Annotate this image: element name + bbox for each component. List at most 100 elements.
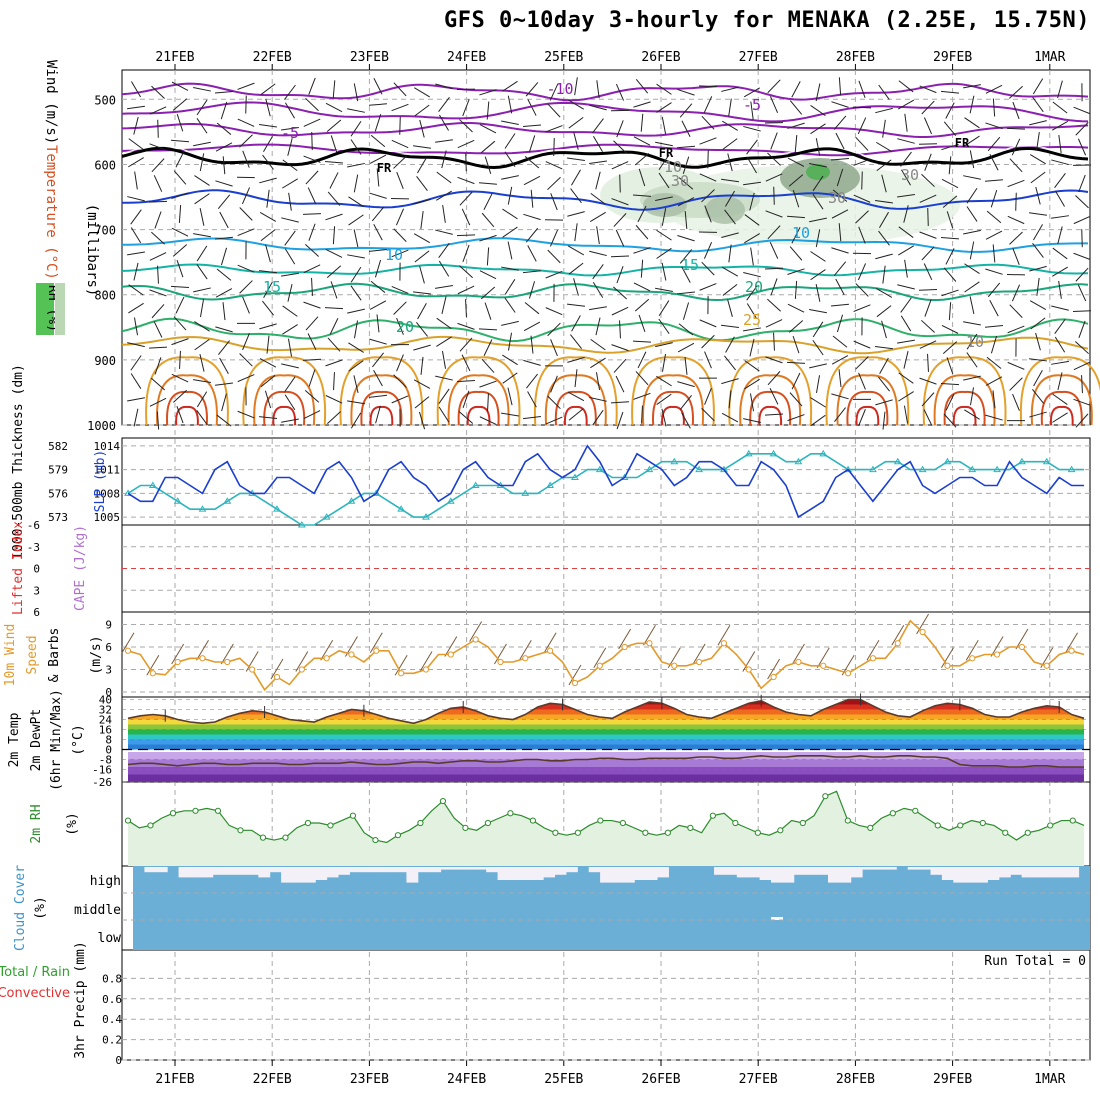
wind-barb — [457, 285, 475, 295]
wind-barb — [633, 247, 651, 254]
isotherm-label: 30 — [828, 189, 846, 207]
date-label-top: 25FEB — [544, 50, 583, 65]
wind-barb — [918, 289, 938, 291]
wind-barb — [721, 86, 739, 92]
wind-barb — [990, 189, 998, 208]
wind-barb — [992, 98, 996, 117]
wind-barb — [788, 320, 804, 333]
wind-barb — [830, 303, 850, 307]
wind-barb — [679, 249, 693, 264]
wind-barb — [611, 344, 629, 352]
wind-barb — [592, 264, 604, 280]
wind-barb — [127, 105, 145, 110]
cloud-high-cell — [941, 867, 954, 880]
wind-barb — [1075, 121, 1089, 136]
wind-barb — [858, 80, 866, 98]
wind-barb — [830, 158, 850, 161]
wind-barb — [502, 354, 518, 366]
wind-barb — [176, 114, 184, 132]
wind-barb — [523, 359, 541, 366]
wind-barb — [303, 410, 321, 420]
wind-barb — [897, 193, 915, 198]
wind-barb — [413, 198, 431, 205]
wind-speed-series-point — [919, 628, 926, 636]
cloud-high-cell — [816, 867, 829, 875]
rh-point — [777, 827, 784, 834]
wind-barb — [721, 178, 739, 183]
wind-barb — [439, 114, 449, 131]
wind-barb — [436, 171, 452, 184]
temp-band — [128, 734, 1084, 740]
wind-barb — [836, 314, 844, 333]
wind-barb — [399, 116, 401, 135]
wind-speed-series-point — [894, 640, 901, 647]
wind-barb — [682, 156, 690, 174]
wind-barb — [901, 169, 911, 186]
thickness-series-point — [943, 457, 952, 465]
wind-barb — [284, 230, 296, 246]
rh-point — [1024, 829, 1031, 836]
wind-barb — [963, 175, 981, 180]
wind-barb — [414, 396, 430, 409]
cloud-high-cell — [189, 867, 202, 878]
wind-barb — [501, 412, 519, 417]
isotherm-line — [121, 335, 1089, 355]
cloud-high-cell — [850, 867, 863, 878]
wind-speed-series-point — [273, 673, 281, 681]
wind-barb — [966, 187, 978, 204]
wind-barb — [479, 416, 497, 425]
wind-barb — [681, 412, 691, 429]
surface-wind-barb — [295, 651, 309, 672]
cloud-high-cell — [565, 867, 578, 873]
cloud-high-cell — [976, 867, 988, 883]
date-label-bottom: 28FEB — [836, 1072, 875, 1087]
upper-ytick: 500 — [94, 93, 116, 107]
wind-barb — [194, 321, 210, 332]
wind-barb — [193, 233, 211, 238]
rh-point — [529, 817, 536, 824]
wind-barb — [391, 395, 409, 404]
surface-wind-barb — [717, 624, 731, 646]
wind-barb — [545, 161, 563, 170]
wind-barb — [1058, 280, 1062, 299]
rh-point — [822, 793, 829, 800]
wind-barb — [722, 138, 738, 150]
wind-barb — [480, 286, 496, 300]
cloud-high-cell — [338, 867, 350, 875]
warm-isotherm-arc — [166, 390, 208, 426]
wind-barb — [592, 281, 604, 298]
wind-barb — [353, 174, 359, 193]
cloud-high-cell — [212, 867, 225, 875]
cloud-high-cell — [873, 867, 886, 870]
wind-barb — [943, 267, 957, 282]
slp-ytick: 1005 — [94, 511, 121, 524]
temp-band — [128, 724, 1084, 730]
wind-barb — [547, 395, 561, 410]
wind-barb — [196, 410, 208, 426]
wind-barb — [568, 116, 584, 129]
wind-barb — [743, 181, 761, 186]
wind-barb — [897, 284, 915, 290]
wind-barb — [308, 369, 316, 387]
wind-barb — [353, 229, 359, 248]
warm-isotherm-arc — [563, 405, 588, 426]
rh-point — [619, 819, 626, 827]
wind-barb — [157, 265, 159, 284]
wind-barb — [1029, 358, 1047, 362]
isotherm-label: 20 — [745, 278, 763, 296]
wind-speed-series-point — [745, 666, 752, 673]
wind-barb — [504, 297, 516, 313]
wind-barb — [985, 230, 1003, 240]
wind-barb — [154, 211, 162, 229]
warm-isotherm-arc — [533, 356, 618, 426]
wind-barb — [171, 373, 189, 383]
wind-barb — [1058, 135, 1062, 153]
cloud-high-cell — [178, 867, 191, 878]
wind-barb — [128, 138, 144, 150]
surface-wind-barb — [866, 639, 880, 661]
wind-barb — [330, 281, 338, 299]
thickness-series-point — [695, 465, 703, 473]
wind-barb — [989, 299, 999, 317]
wind-barb — [486, 101, 490, 120]
wind-barb — [773, 186, 775, 205]
